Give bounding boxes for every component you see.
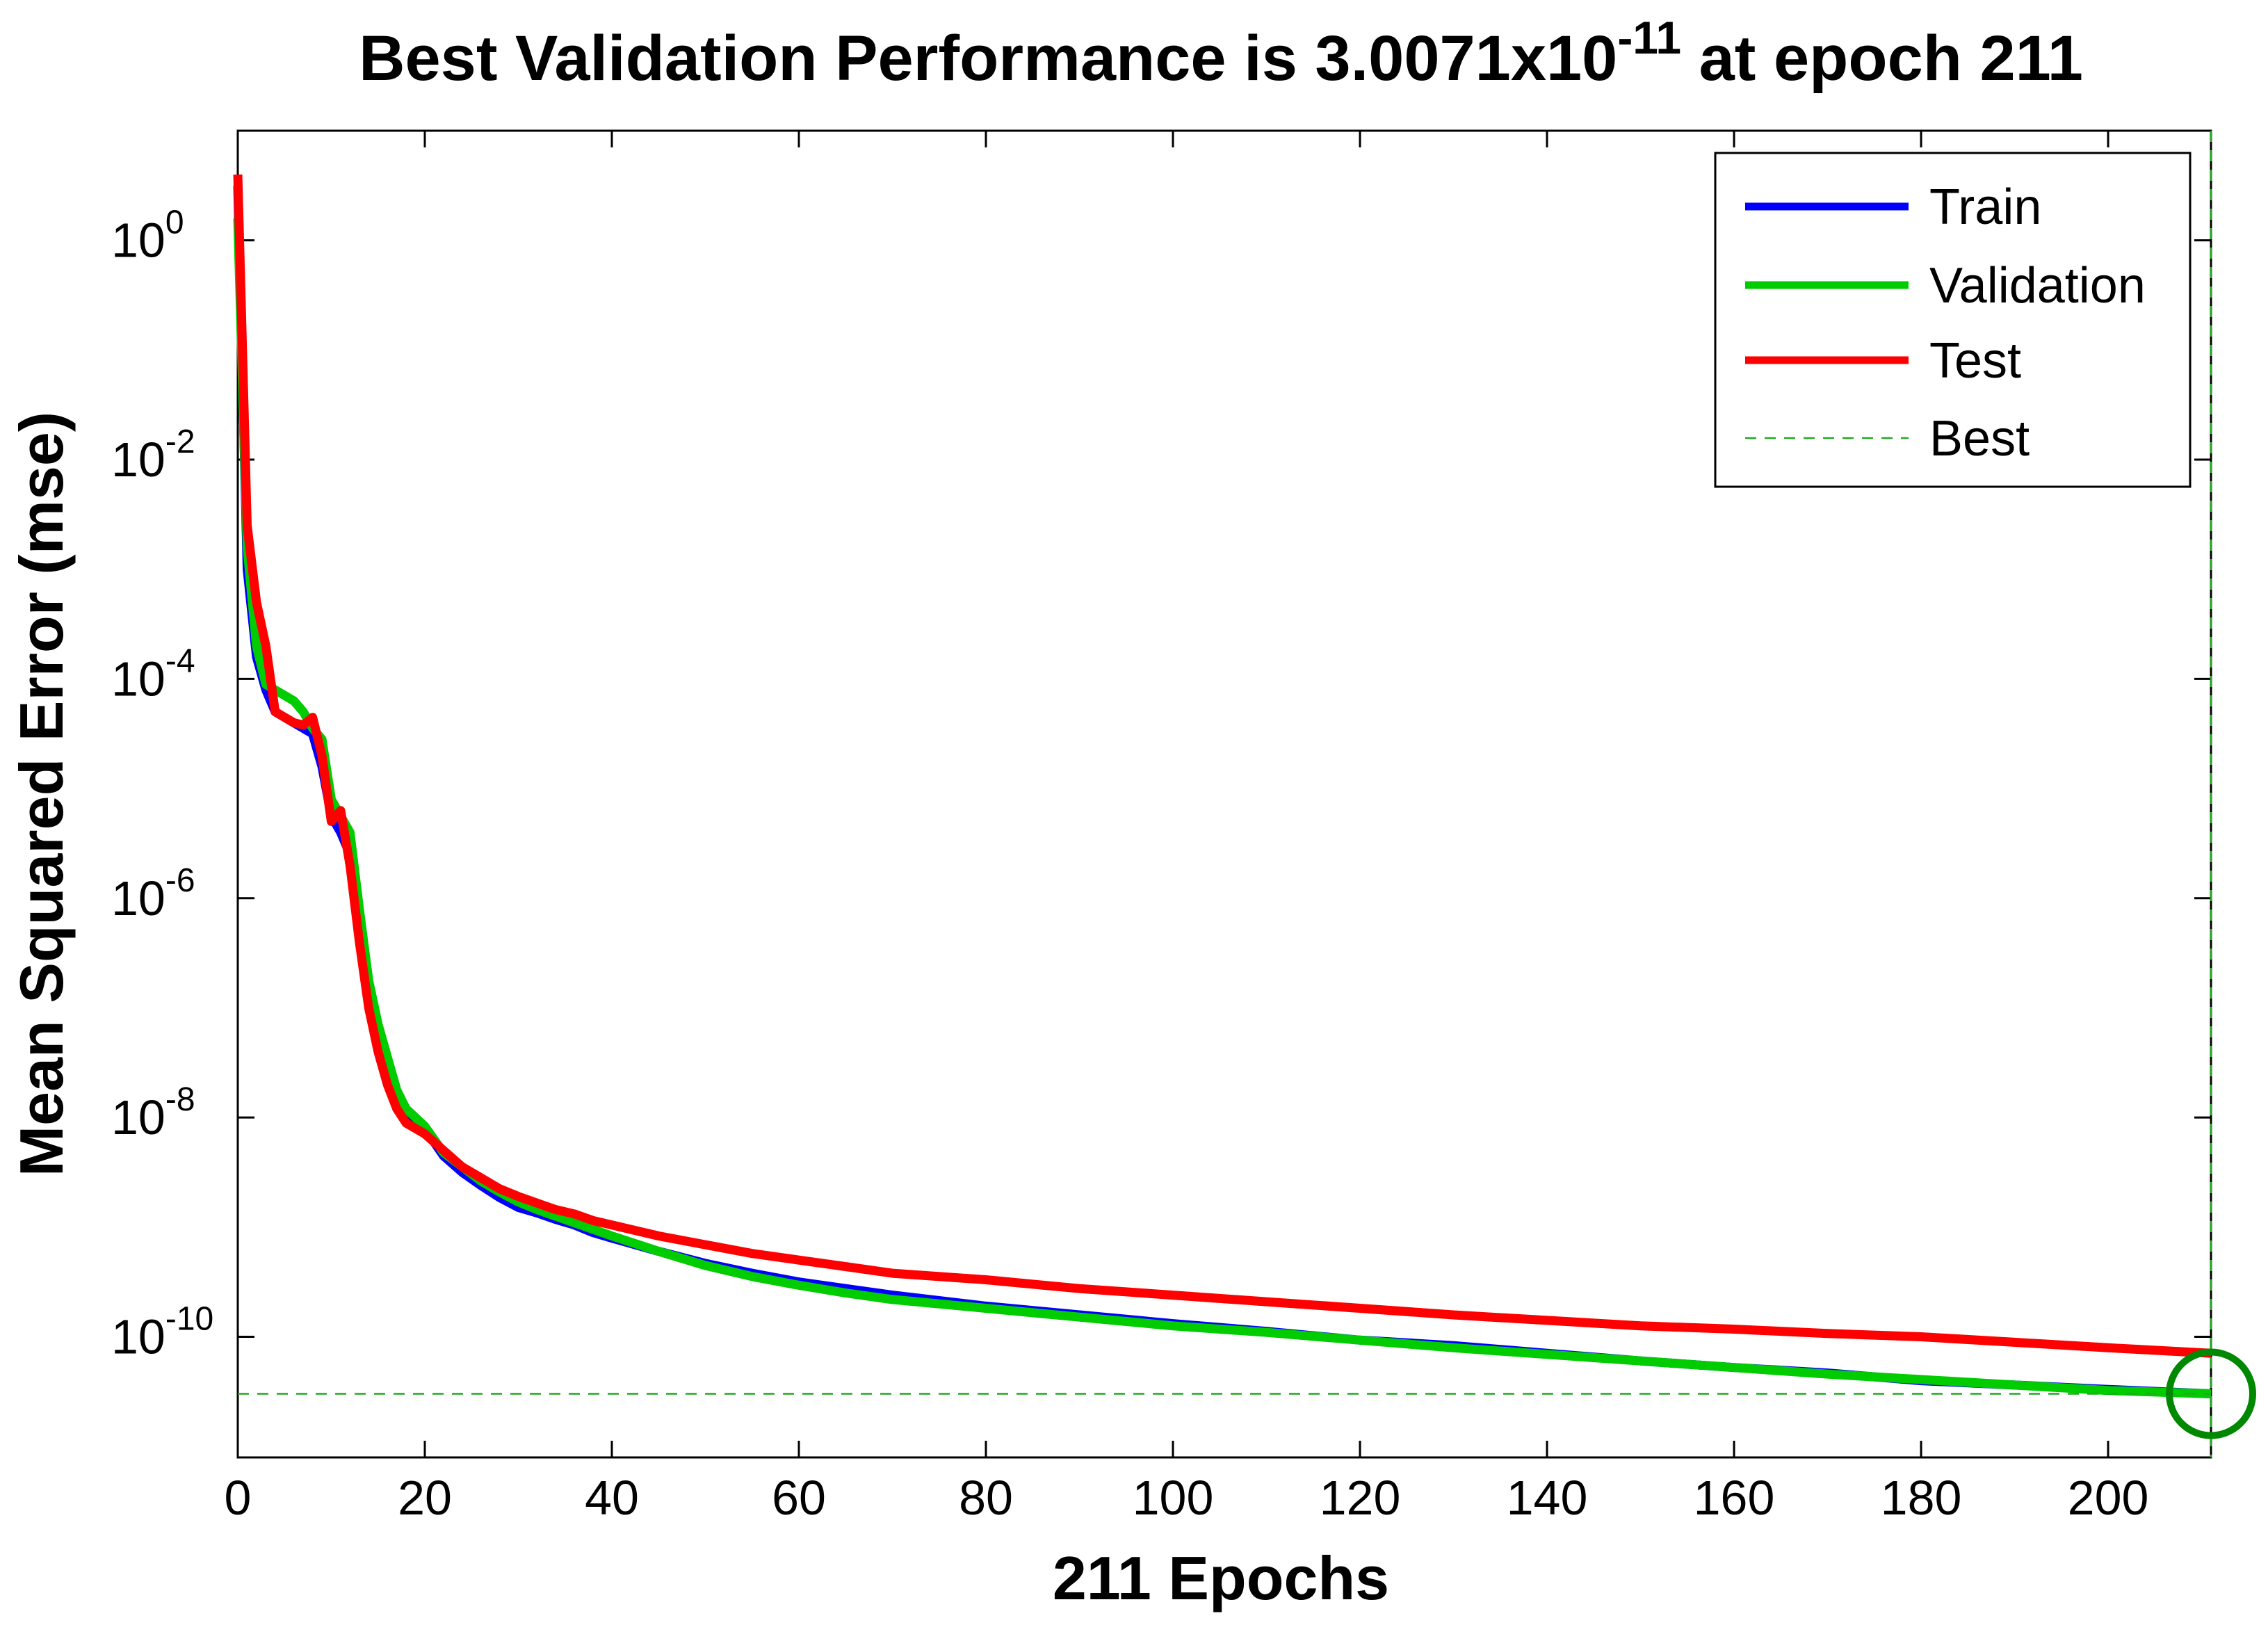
x-tick-label: 140 <box>1507 1471 1588 1525</box>
y-tick-label: 10-4 <box>111 642 195 706</box>
chart-title: Best Validation Performance is 3.0071x10… <box>359 12 2083 94</box>
x-tick-label: 0 <box>225 1471 252 1525</box>
data-series <box>233 174 2212 1398</box>
y-axis-label: Mean Squared Error (mse) <box>7 412 76 1177</box>
best-marker-group <box>238 131 2256 1457</box>
x-tick-label: 100 <box>1133 1471 1214 1525</box>
axis-ticks: 0 20 40 60 80 100 120 140 160 180 200 100 10-2 10-4 10… <box>111 131 2211 1525</box>
y-tick-label: 10-8 <box>111 1081 195 1145</box>
y-tick-label: 100 <box>111 204 184 268</box>
x-tick-label: 40 <box>585 1471 639 1525</box>
x-tick-label: 200 <box>2068 1471 2149 1525</box>
best-point-marker <box>2166 1348 2256 1439</box>
x-tick-label: 160 <box>1694 1471 1775 1525</box>
x-axis-label: 211 Epochs <box>1053 1544 1389 1612</box>
x-tick-label: 80 <box>959 1471 1013 1525</box>
legend-label-validation: Validation <box>1929 258 2146 314</box>
y-tick-label: 10-2 <box>111 423 195 487</box>
legend: Train Validation Test Best <box>1714 152 2192 488</box>
legend-label-train: Train <box>1929 179 2041 235</box>
series-line-test <box>233 174 2212 1358</box>
x-tick-label: 60 <box>772 1471 826 1525</box>
x-tick-label: 20 <box>398 1471 452 1525</box>
x-tick-label: 120 <box>1320 1471 1401 1525</box>
legend-label-best: Best <box>1929 411 2030 467</box>
x-tick-label: 180 <box>1881 1471 1962 1525</box>
legend-label-test: Test <box>1929 333 2021 389</box>
y-tick-label: 10-10 <box>111 1301 213 1364</box>
y-tick-label: 10-6 <box>111 862 195 925</box>
